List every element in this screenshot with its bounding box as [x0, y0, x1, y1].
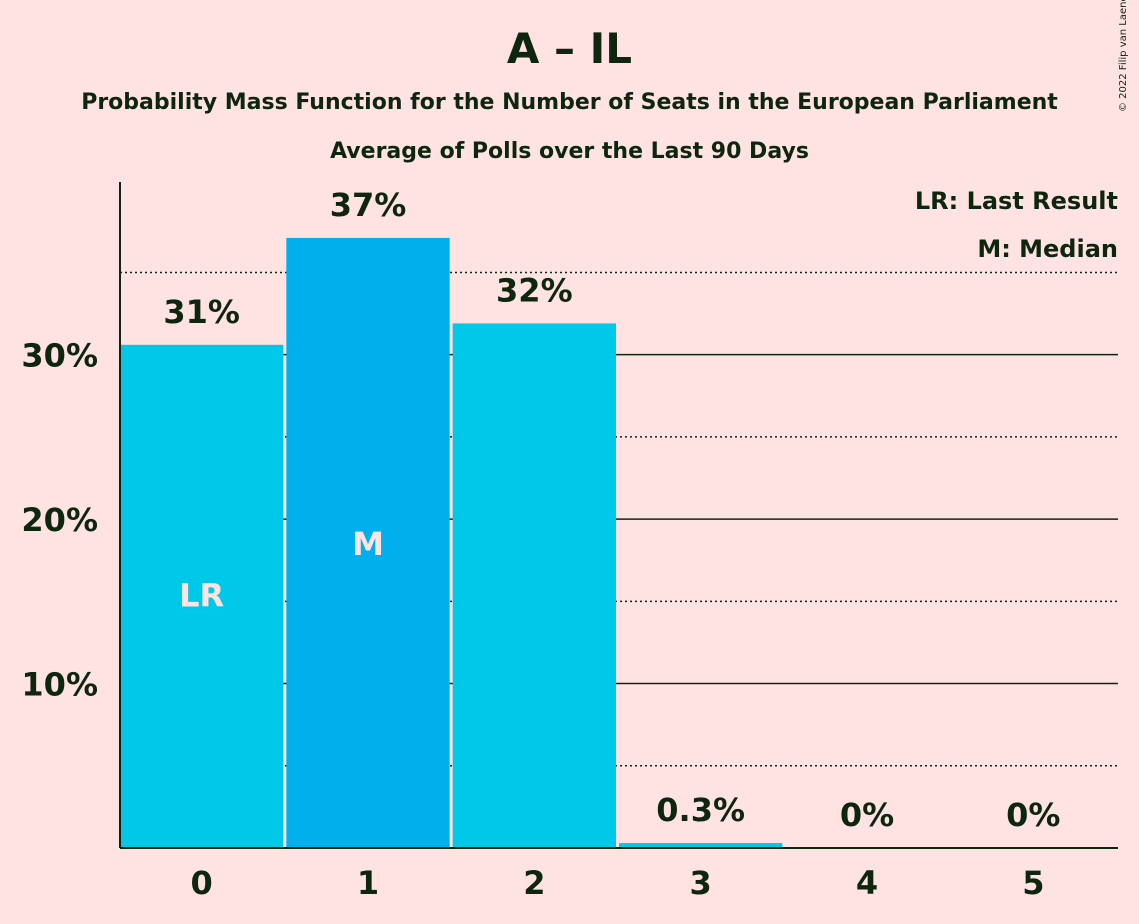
y-tick-label: 30%	[21, 337, 98, 375]
chart-title: A – IL	[506, 24, 633, 73]
bar-seat-2[interactable]	[452, 323, 616, 848]
bar-value-label: 37%	[330, 186, 407, 224]
x-tick-label: 4	[856, 864, 878, 902]
y-tick-label: 10%	[21, 666, 98, 704]
x-tick-label: 3	[690, 864, 712, 902]
x-tick-label: 0	[191, 864, 213, 902]
bar-seat-0[interactable]	[120, 344, 284, 848]
median-marker: M	[352, 525, 384, 563]
x-tick-label: 5	[1022, 864, 1044, 902]
bar-seat-1[interactable]	[286, 237, 450, 848]
chart-subtitle-period: Average of Polls over the Last 90 Days	[330, 139, 809, 164]
y-tick-label: 20%	[21, 501, 98, 539]
bar-value-label: 32%	[496, 271, 573, 309]
bar-value-label: 0.3%	[656, 791, 745, 829]
bar-value-label: 31%	[163, 293, 240, 331]
bar-value-label: 0%	[1006, 796, 1060, 834]
legend-last-result: LR: Last Result	[915, 187, 1118, 215]
bars	[120, 237, 783, 848]
bar-seat-3[interactable]	[619, 843, 783, 848]
x-tick-label: 2	[523, 864, 545, 902]
bar-value-label: 0%	[840, 796, 894, 834]
legend-median: M: Median	[977, 235, 1118, 263]
chart-subtitle: Probability Mass Function for the Number…	[81, 90, 1058, 115]
x-tick-label: 1	[357, 864, 379, 902]
last-result-marker: LR	[179, 576, 224, 614]
